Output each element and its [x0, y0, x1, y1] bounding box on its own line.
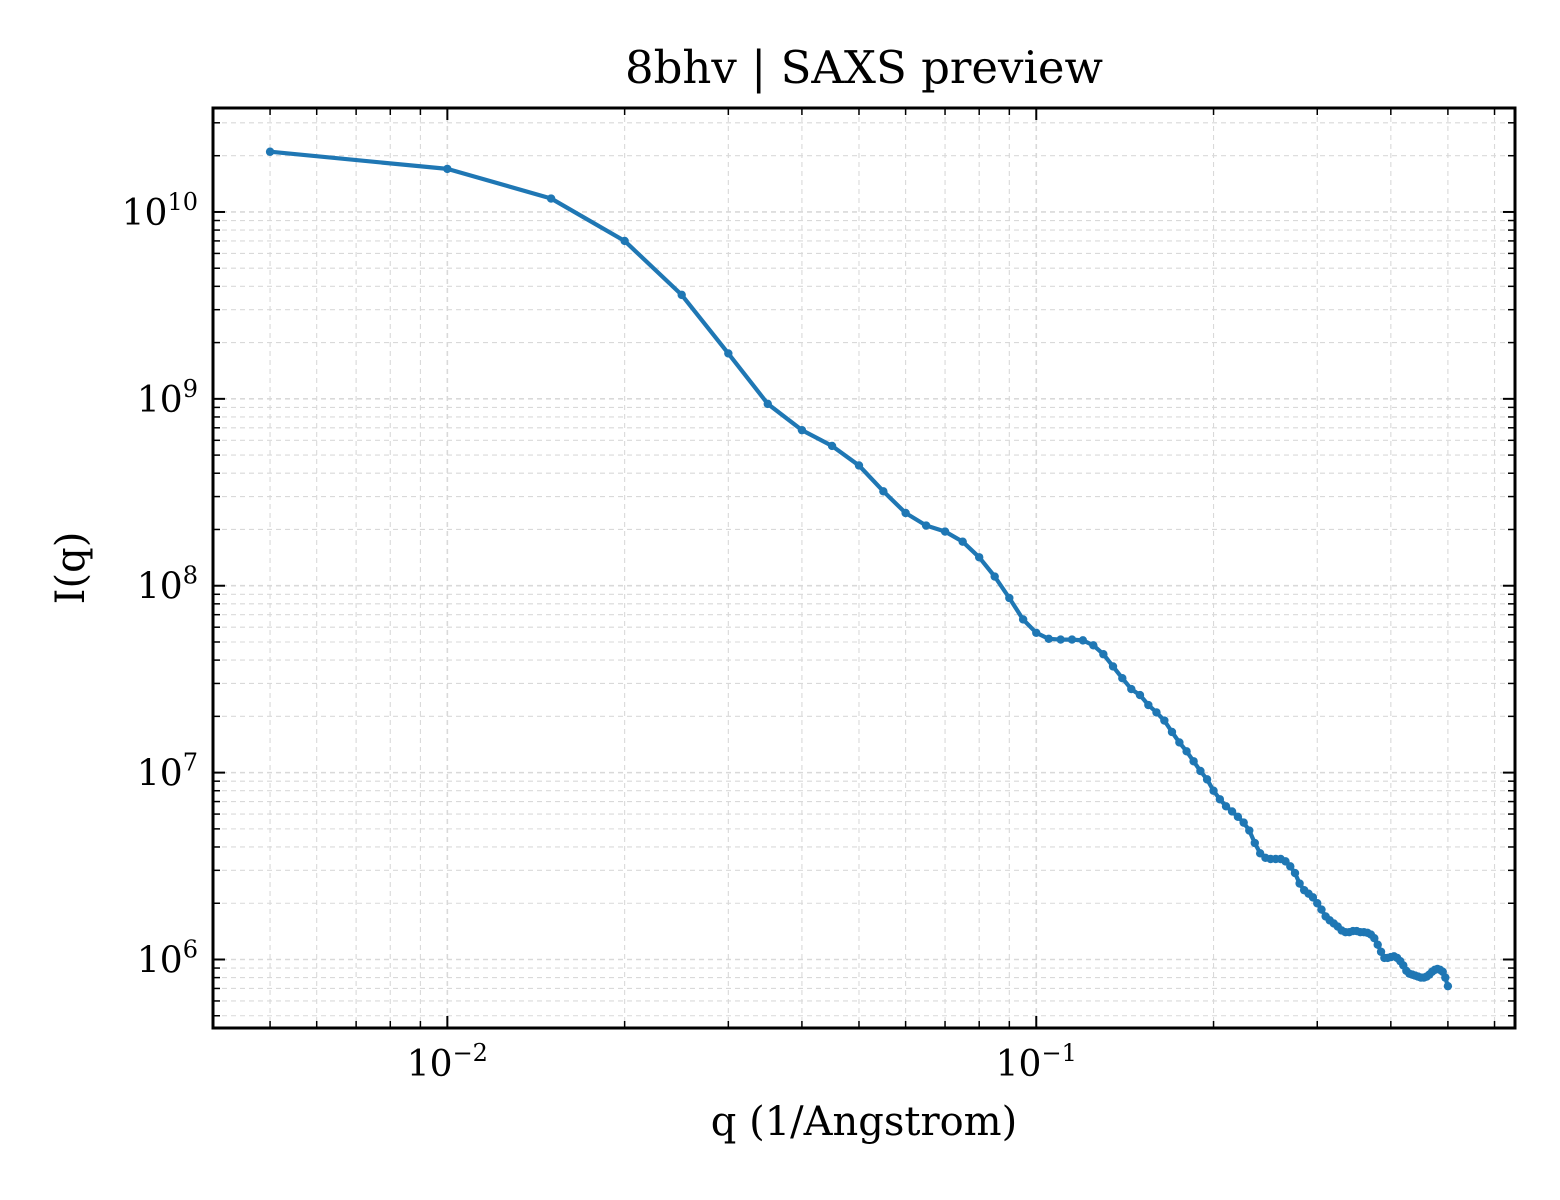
data-point [724, 349, 733, 358]
data-point [1370, 934, 1379, 943]
grid-lines [212, 108, 1515, 1028]
data-point [854, 461, 864, 470]
data-point [1245, 826, 1254, 835]
tick-labels: 10−2 10−1 106 107 108 109 1010 [122, 188, 1077, 1085]
data-point [1239, 818, 1248, 827]
data-point [879, 487, 888, 496]
data-point [1221, 802, 1231, 811]
data-point [1118, 674, 1127, 683]
data-point [1127, 684, 1136, 694]
data-point [797, 425, 807, 435]
axis-ticks [212, 108, 1515, 1028]
data-point [1317, 905, 1326, 914]
data-point [546, 194, 556, 203]
y-tick-label: 106 [137, 936, 198, 982]
data-point [1099, 650, 1108, 659]
data-point [1373, 940, 1382, 949]
data-point [1209, 786, 1218, 795]
data-point [265, 147, 275, 156]
y-tick-label: 108 [137, 562, 198, 608]
data-point [921, 521, 931, 530]
x-tick-label: 10−1 [996, 1039, 1077, 1085]
x-axis-label: q (1/Angstrom) [711, 1099, 1017, 1145]
x-tick-label: 10−2 [407, 1039, 488, 1085]
data-point [1189, 757, 1198, 766]
data-point [1152, 708, 1161, 717]
data-point [1215, 795, 1225, 804]
data-point [1078, 636, 1088, 645]
data-point [1376, 947, 1386, 956]
data-point [1290, 868, 1300, 878]
data-point [1202, 775, 1212, 784]
data-point [1167, 727, 1177, 737]
data-point [1286, 862, 1295, 871]
data-point [1005, 593, 1014, 603]
plot-area [265, 147, 1453, 991]
data-point [958, 537, 967, 546]
data-point [990, 572, 999, 581]
chart-title: 8bhv | SAXS preview [625, 41, 1103, 94]
data-point [1196, 766, 1205, 776]
data-point [1089, 641, 1098, 650]
data-point [1160, 716, 1169, 725]
data-point [1032, 628, 1041, 637]
data-point [1295, 879, 1304, 888]
y-axis-label: I(q) [48, 532, 94, 605]
y-tick-label: 1010 [122, 188, 198, 234]
data-point [1056, 635, 1065, 644]
data-point [1144, 700, 1153, 710]
data-point [1233, 812, 1243, 822]
data-point [1441, 973, 1450, 982]
data-point [827, 441, 837, 451]
data-point [763, 399, 772, 409]
data-point [1182, 747, 1191, 756]
data-point [1044, 634, 1053, 644]
data-point [1250, 838, 1259, 848]
data-point [1108, 662, 1118, 671]
data-point [1067, 635, 1077, 644]
data-point [1018, 615, 1028, 624]
data-point [443, 164, 452, 174]
y-tick-label: 109 [137, 375, 198, 421]
plot-frame [211, 106, 1517, 1030]
data-point [1313, 899, 1322, 908]
y-tick-label: 107 [137, 749, 198, 795]
data-point [1443, 981, 1453, 991]
data-point [620, 236, 629, 246]
data-point [974, 553, 984, 562]
data-point [1175, 738, 1184, 747]
data-point [1227, 807, 1237, 816]
data-point [1308, 893, 1318, 902]
data-point [677, 290, 686, 300]
data-point [940, 527, 950, 536]
data-point [901, 508, 910, 518]
data-point [1135, 690, 1145, 700]
